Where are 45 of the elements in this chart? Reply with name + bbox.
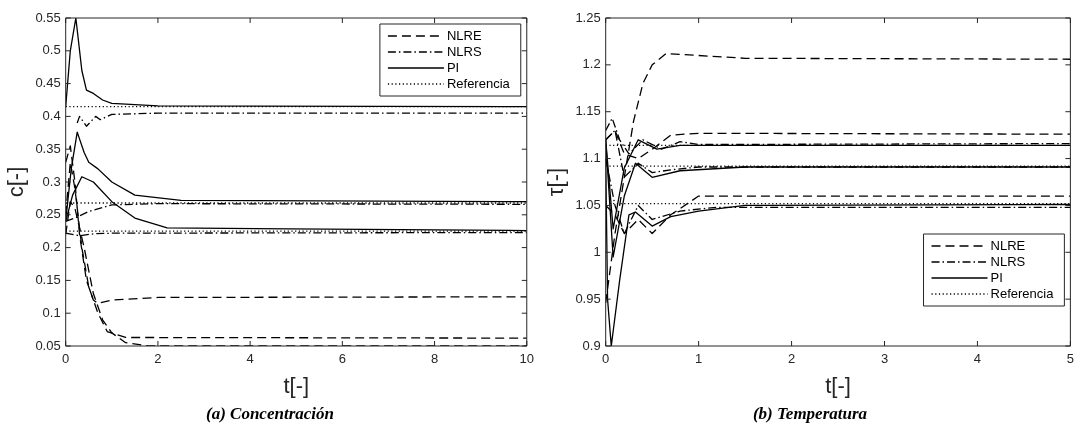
- legend-label: NLRE: [446, 27, 482, 43]
- legend-label: NLRS: [990, 253, 1026, 269]
- y-tick-label: 1.2: [582, 56, 601, 72]
- y-tick-label: 0.45: [35, 75, 61, 91]
- x-tick-label: 4: [973, 351, 982, 367]
- x-tick-label: 3: [880, 351, 889, 367]
- x-axis-title: t[-]: [825, 372, 851, 398]
- legend-label: NLRS: [446, 43, 482, 59]
- y-tick-label: 1.15: [575, 103, 601, 119]
- legend-label: NLRE: [990, 237, 1026, 253]
- x-tick-label: 0: [602, 351, 610, 367]
- y-tick-label: 1.05: [575, 197, 601, 213]
- y-tick-label: 0.3: [42, 173, 61, 189]
- y-tick-label: 0.25: [35, 206, 61, 222]
- y-tick-label: 0.4: [42, 107, 61, 123]
- legend-label: PI: [990, 269, 1003, 285]
- y-tick-label: 0.5: [42, 42, 61, 58]
- y-axis-title: τ[-]: [543, 167, 569, 197]
- y-tick-label: 0.15: [35, 271, 61, 287]
- x-tick-label: 5: [1066, 351, 1074, 367]
- y-tick-label: 0.9: [582, 337, 601, 353]
- y-tick-label: 1.25: [575, 9, 601, 25]
- y-tick-label: 0.95: [575, 290, 601, 306]
- y-tick-label: 1.1: [582, 150, 601, 166]
- x-tick-label: 1: [695, 351, 703, 367]
- legend-label: Referencia: [446, 75, 511, 91]
- y-axis-title: c[-]: [3, 166, 29, 198]
- x-tick-label: 2: [154, 351, 162, 367]
- text: (b) Temperatura: [751, 404, 869, 424]
- x-tick-label: 0: [62, 351, 70, 367]
- y-tick-label: 1: [593, 243, 601, 259]
- y-tick-label: 0.35: [35, 140, 61, 156]
- text: (a) Concentración: [205, 404, 335, 424]
- x-tick-label: 4: [246, 351, 254, 367]
- y-tick-label: 0.2: [42, 239, 61, 255]
- x-tick-label: 10: [519, 351, 534, 367]
- y-tick-label: 0.55: [35, 9, 61, 25]
- x-tick-label: 2: [787, 351, 796, 367]
- legend-label: PI: [446, 59, 460, 75]
- legend-label: Referencia: [990, 285, 1055, 301]
- x-axis-title: t[-]: [283, 372, 310, 398]
- y-tick-label: 0.05: [35, 337, 61, 353]
- x-tick-label: 8: [430, 351, 439, 367]
- y-tick-label: 0.1: [42, 304, 61, 320]
- x-tick-label: 6: [338, 351, 346, 367]
